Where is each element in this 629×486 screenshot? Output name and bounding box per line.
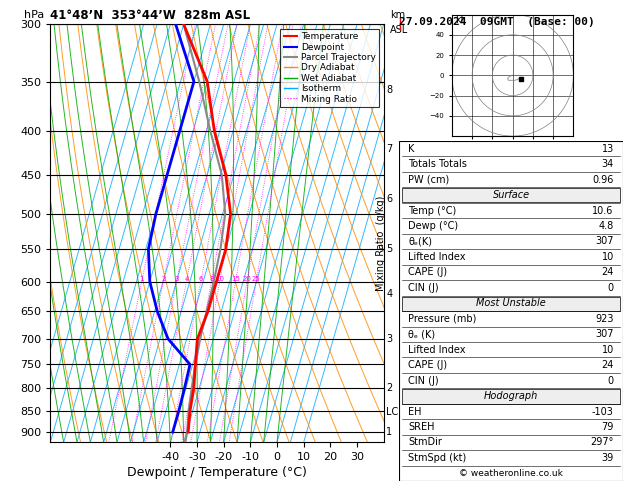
FancyBboxPatch shape <box>402 296 620 311</box>
Text: 4: 4 <box>386 289 392 299</box>
Text: 10: 10 <box>215 276 224 281</box>
Text: 6: 6 <box>199 276 203 281</box>
Text: 24: 24 <box>601 360 614 370</box>
Text: 8: 8 <box>386 85 392 95</box>
Text: 13: 13 <box>601 144 614 154</box>
Text: -103: -103 <box>592 407 614 417</box>
Text: Hodograph: Hodograph <box>484 391 538 401</box>
Text: Mixing Ratio  (g/kg): Mixing Ratio (g/kg) <box>376 195 386 291</box>
Text: θₑ (K): θₑ (K) <box>408 329 435 339</box>
Text: CAPE (J): CAPE (J) <box>408 360 447 370</box>
Text: 0: 0 <box>608 283 614 293</box>
Text: 34: 34 <box>601 159 614 169</box>
Text: Lifted Index: Lifted Index <box>408 345 466 355</box>
Text: 4: 4 <box>184 276 189 281</box>
Text: EH: EH <box>408 407 422 417</box>
Text: 39: 39 <box>601 453 614 463</box>
Text: Surface: Surface <box>493 190 530 200</box>
Text: LCL: LCL <box>386 407 404 417</box>
Text: Lifted Index: Lifted Index <box>408 252 466 262</box>
Text: 7: 7 <box>386 144 392 154</box>
Text: CIN (J): CIN (J) <box>408 283 439 293</box>
Text: 10.6: 10.6 <box>593 206 614 215</box>
Text: 307: 307 <box>595 329 614 339</box>
Text: 27.09.2024  09GMT  (Base: 00): 27.09.2024 09GMT (Base: 00) <box>399 17 595 27</box>
Text: 0: 0 <box>608 376 614 385</box>
Text: 10: 10 <box>601 345 614 355</box>
FancyBboxPatch shape <box>402 389 620 403</box>
Text: Most Unstable: Most Unstable <box>476 298 546 308</box>
Text: 20: 20 <box>243 276 252 281</box>
Text: 2: 2 <box>386 383 392 393</box>
Text: 10: 10 <box>601 252 614 262</box>
Text: 2: 2 <box>161 276 165 281</box>
FancyBboxPatch shape <box>399 141 623 481</box>
Text: Temp (°C): Temp (°C) <box>408 206 457 215</box>
Text: 6: 6 <box>386 194 392 204</box>
Text: 1: 1 <box>140 276 144 281</box>
Text: 4.8: 4.8 <box>599 221 614 231</box>
Text: 1: 1 <box>386 427 392 437</box>
Text: Pressure (mb): Pressure (mb) <box>408 314 477 324</box>
Text: 15: 15 <box>231 276 240 281</box>
X-axis label: Dewpoint / Temperature (°C): Dewpoint / Temperature (°C) <box>127 466 307 479</box>
Text: 0.96: 0.96 <box>593 174 614 185</box>
FancyBboxPatch shape <box>402 188 620 203</box>
Text: ASL: ASL <box>391 25 409 35</box>
Text: © weatheronline.co.uk: © weatheronline.co.uk <box>459 469 563 478</box>
Text: 3: 3 <box>174 276 179 281</box>
Text: StmDir: StmDir <box>408 437 442 448</box>
Text: StmSpd (kt): StmSpd (kt) <box>408 453 467 463</box>
Text: Dewp (°C): Dewp (°C) <box>408 221 459 231</box>
Text: CAPE (J): CAPE (J) <box>408 267 447 278</box>
Text: PW (cm): PW (cm) <box>408 174 450 185</box>
Text: CIN (J): CIN (J) <box>408 376 439 385</box>
Text: 5: 5 <box>386 244 392 254</box>
Text: θₑ(K): θₑ(K) <box>408 237 432 246</box>
Text: km: km <box>391 10 406 20</box>
Text: Totals Totals: Totals Totals <box>408 159 467 169</box>
Text: K: K <box>408 144 415 154</box>
Text: kt: kt <box>455 15 464 25</box>
Legend: Temperature, Dewpoint, Parcel Trajectory, Dry Adiabat, Wet Adiabat, Isotherm, Mi: Temperature, Dewpoint, Parcel Trajectory… <box>280 29 379 107</box>
Text: 41°48’N  353°44’W  828m ASL: 41°48’N 353°44’W 828m ASL <box>50 9 250 22</box>
Text: 79: 79 <box>601 422 614 432</box>
Text: 923: 923 <box>595 314 614 324</box>
Text: 8: 8 <box>209 276 214 281</box>
Text: 297°: 297° <box>591 437 614 448</box>
Text: 307: 307 <box>595 237 614 246</box>
Text: 24: 24 <box>601 267 614 278</box>
Text: 25: 25 <box>252 276 260 281</box>
Text: hPa: hPa <box>23 10 44 20</box>
Text: 3: 3 <box>386 334 392 344</box>
Text: SREH: SREH <box>408 422 435 432</box>
